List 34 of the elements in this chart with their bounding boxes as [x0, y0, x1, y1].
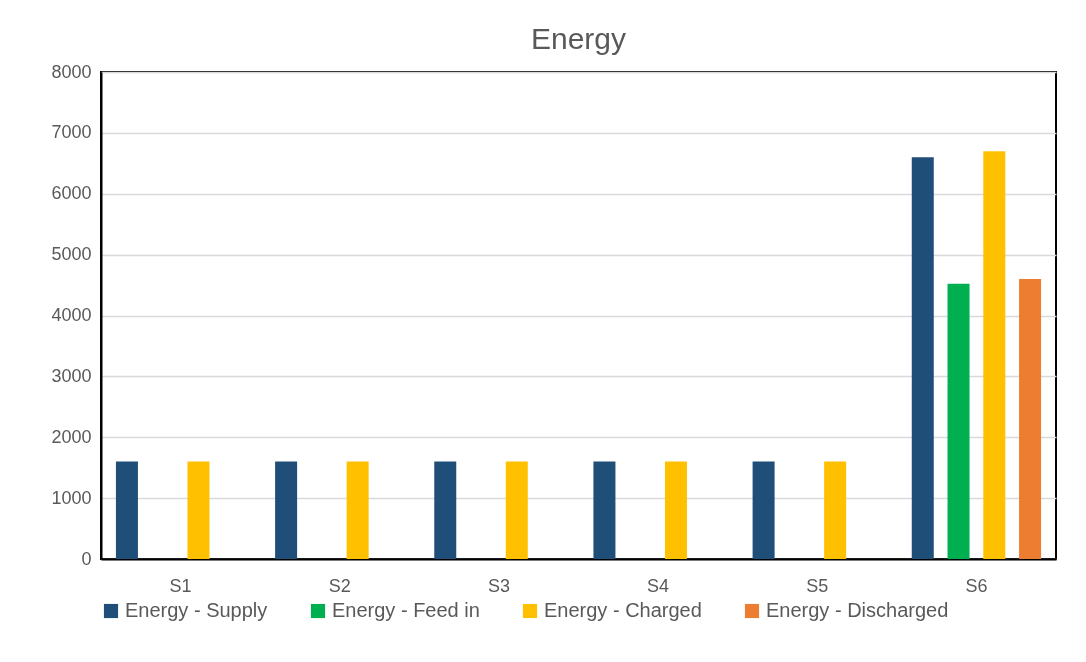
bar: [593, 461, 616, 559]
y-tick-label: 8000: [51, 61, 92, 82]
y-tick-label: 0: [81, 548, 92, 569]
y-tick-label: 3000: [51, 365, 92, 386]
bar: [824, 461, 847, 559]
legend-label: Energy - Supply: [125, 599, 268, 621]
bar: [434, 461, 457, 559]
x-tick-label: S5: [806, 575, 829, 596]
y-tick-label: 4000: [51, 305, 92, 325]
bar: [911, 157, 934, 559]
bar: [275, 461, 298, 559]
x-tick-label: S6: [965, 575, 988, 596]
y-tick-label: 2000: [51, 426, 92, 447]
bar: [664, 461, 687, 559]
x-tick-label: S2: [328, 575, 351, 596]
x-tick-label: S1: [169, 575, 192, 596]
bar: [115, 461, 138, 559]
y-tick-label: 1000: [51, 487, 92, 508]
y-tick-label: 7000: [51, 122, 92, 143]
bar: [752, 461, 775, 559]
x-tick-label: S4: [647, 575, 670, 596]
bar: [346, 461, 369, 559]
y-tick-label: 6000: [51, 183, 92, 204]
bar: [1019, 278, 1042, 559]
legend-label: Energy - Discharged: [766, 599, 949, 621]
x-tick-label: S3: [487, 575, 510, 596]
bar: [947, 283, 970, 559]
y-tick-label: 5000: [51, 244, 92, 265]
chart-title: Energy: [530, 22, 627, 55]
bar: [187, 461, 210, 559]
legend-label: Energy - Charged: [544, 599, 702, 621]
bar: [983, 151, 1006, 559]
bar: [505, 461, 528, 559]
legend-label: Energy - Feed in: [332, 599, 480, 621]
